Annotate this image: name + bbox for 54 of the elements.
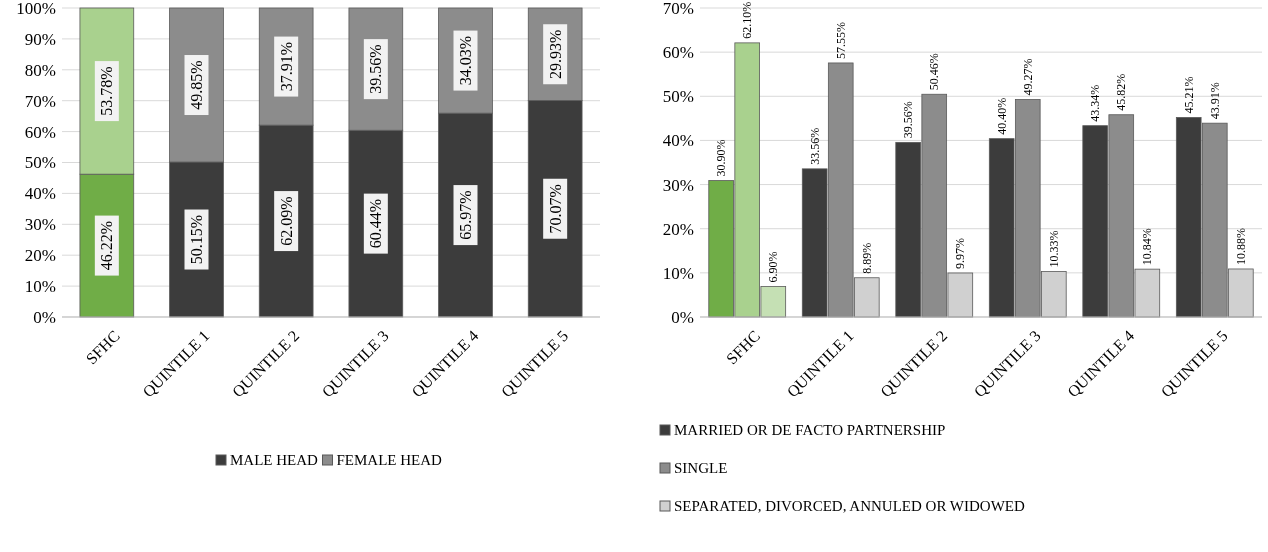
data-label: 46.22% [98, 220, 116, 271]
data-label: 45.82% [1114, 73, 1129, 111]
data-label: 10.88% [1233, 227, 1248, 265]
y-tick-label: 40% [662, 131, 694, 151]
legend-label: SEPARATED, DIVORCED, ANNULED OR WIDOWED [674, 498, 1025, 515]
y-tick-label: 70% [662, 0, 694, 18]
y-tick-label: 10% [662, 263, 694, 283]
y-tick-label: 90% [24, 29, 56, 49]
data-label: 37.91% [277, 41, 295, 92]
legend-label: MARRIED OR DE FACTO PARTNERSHIP [674, 422, 946, 439]
y-tick-label: 30% [24, 215, 56, 235]
data-label: 62.09% [277, 196, 295, 246]
legend-label: FEMALE HEAD [336, 452, 443, 469]
data-label: 65.97% [457, 190, 475, 240]
y-tick-label: 30% [662, 175, 694, 195]
data-label: 45.21% [1181, 76, 1196, 114]
y-tick-label: 10% [24, 277, 56, 297]
data-label: 39.56% [367, 44, 385, 94]
y-tick-label: 60% [662, 43, 694, 63]
data-label: 43.91% [1207, 82, 1222, 120]
data-label: 57.55% [833, 21, 848, 59]
data-label: 40.40% [994, 97, 1009, 135]
data-label: 49.85% [188, 60, 206, 110]
y-tick-label: 20% [24, 246, 56, 266]
data-label: 10.84% [1140, 228, 1155, 266]
data-label: 29.93% [546, 29, 564, 79]
data-label: 62.10% [740, 1, 755, 39]
data-label: 39.56% [901, 101, 916, 139]
data-label: 50.46% [927, 53, 942, 91]
y-tick-label: 60% [24, 122, 56, 142]
legend-label: MALE HEAD [230, 452, 319, 469]
y-tick-label: 40% [24, 184, 56, 204]
data-label: 70.07% [546, 184, 564, 234]
data-label: 33.56% [807, 127, 822, 165]
data-label: 50.15% [188, 214, 206, 265]
data-label: 8.89% [859, 242, 874, 274]
data-label: 10.33% [1046, 230, 1061, 268]
y-tick-label: 0% [671, 307, 694, 327]
data-label: 49.27% [1020, 58, 1035, 96]
y-tick-label: 50% [662, 87, 694, 107]
y-tick-label: 80% [24, 60, 56, 80]
y-tick-label: 20% [662, 219, 694, 239]
data-label: 34.03% [457, 35, 475, 86]
data-label: 60.44% [367, 198, 385, 249]
data-label: 43.34% [1088, 84, 1103, 122]
y-tick-label: 70% [24, 91, 56, 111]
data-label: 6.90% [766, 251, 781, 283]
data-label: 30.90% [714, 139, 729, 177]
y-tick-label: 100% [16, 0, 56, 18]
data-label: 53.78% [98, 66, 116, 116]
y-tick-label: 50% [24, 153, 56, 173]
y-tick-label: 0% [33, 307, 56, 327]
legend-label: SINGLE [674, 460, 728, 477]
data-label: 9.97% [953, 237, 968, 269]
